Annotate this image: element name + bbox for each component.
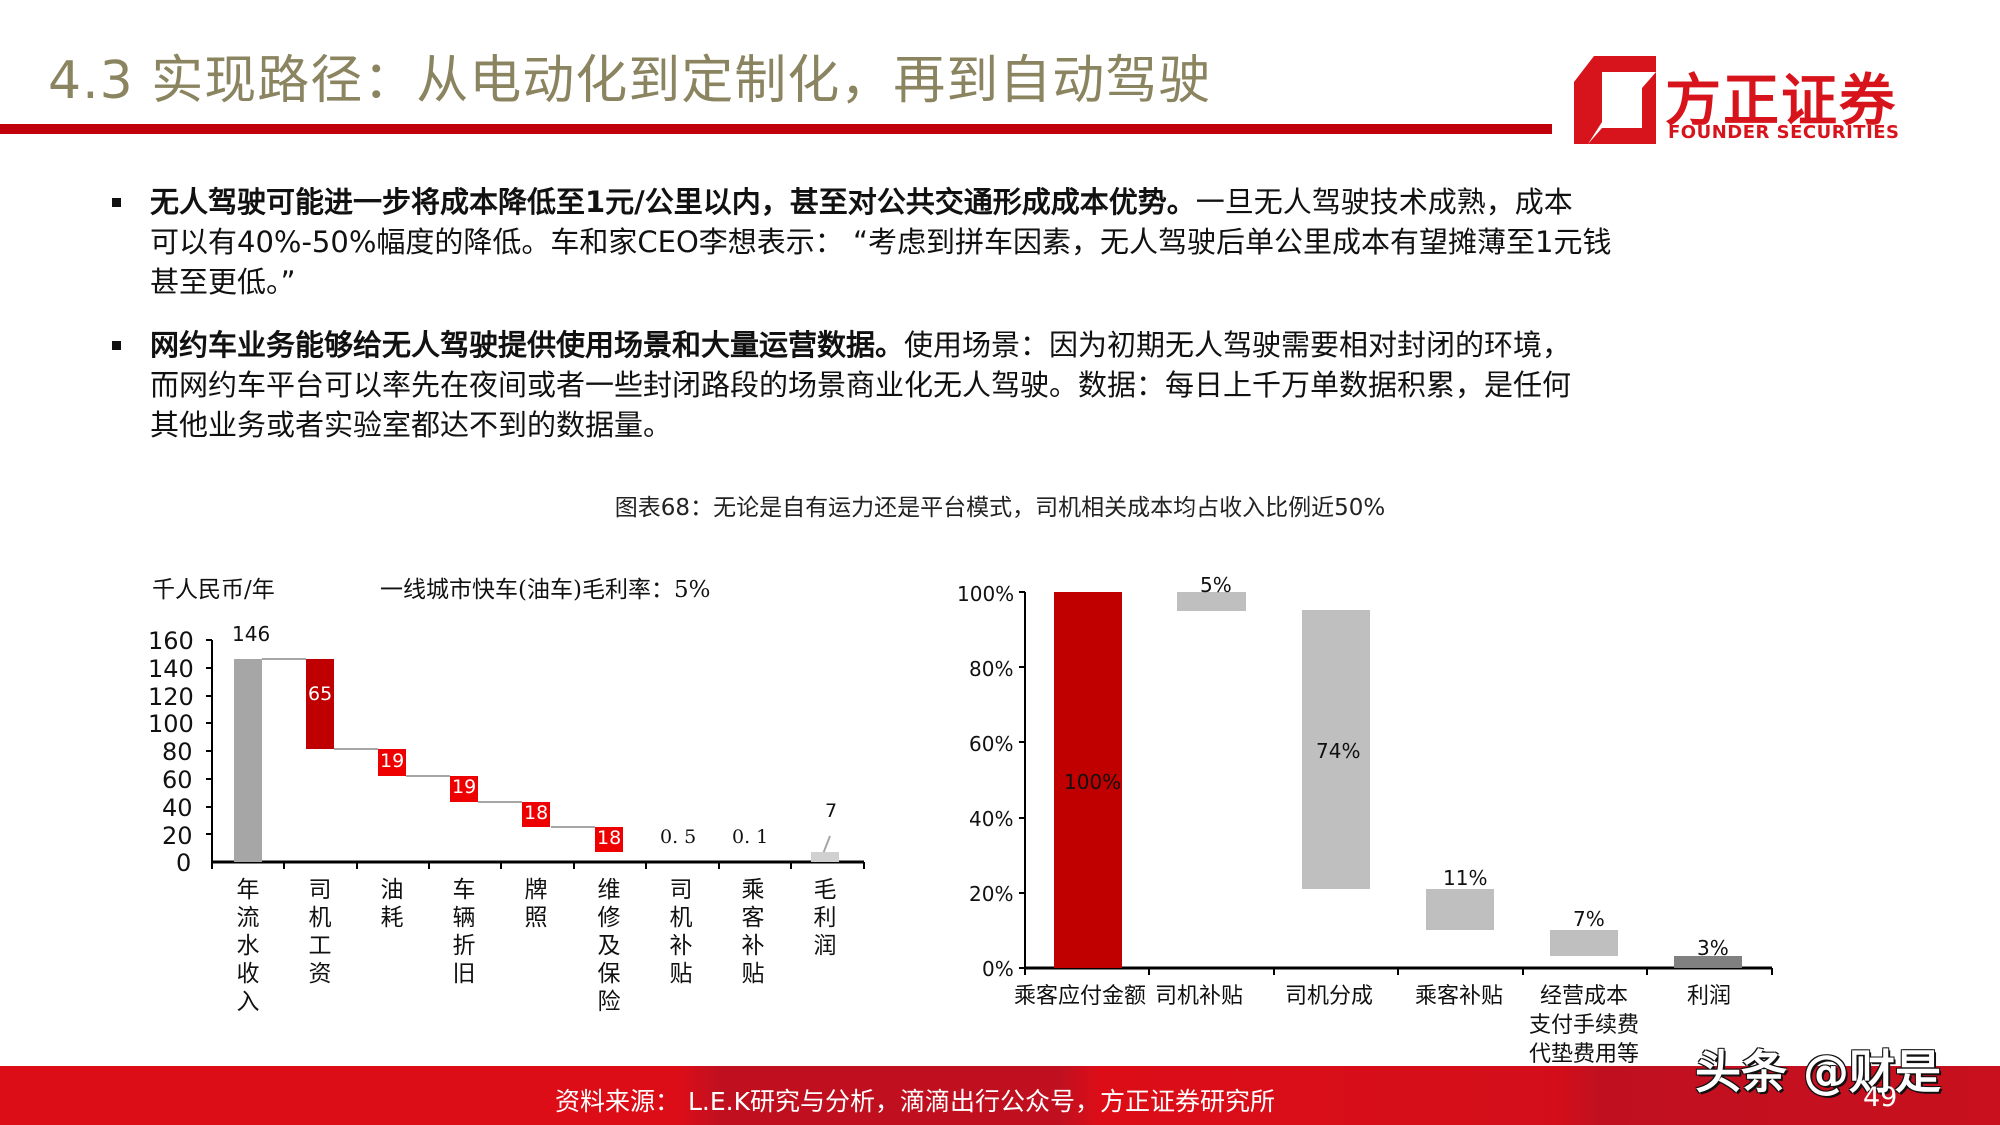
bullet-2-line1: 使用场景：因为初期无人驾驶需要相对封闭的环境， (904, 328, 1572, 362)
x-label-passenger-subsidy: 乘客补贴 (1415, 984, 1504, 1009)
x-label-driver-wage: 司机工资 (308, 877, 332, 987)
x-label-driver-share: 司机分成 (1285, 984, 1374, 1009)
y-tick: 20% (969, 882, 1014, 906)
x-label-driver-subsidy: 司机补贴 (1155, 984, 1244, 1009)
bullet-1-line3: 甚至更低。” (150, 265, 296, 299)
bar-fuel (378, 749, 406, 776)
bullet-square-icon (112, 341, 121, 350)
bar-depreciation (450, 776, 478, 802)
source-note: 资料来源： L.E.K研究与分析，滴滴出行公众号，方正证券研究所 (555, 1087, 1275, 1116)
logo-mark-icon (1574, 56, 1656, 144)
bullet-2-heading: 网约车业务能够给无人驾驶提供使用场景和大量运营数据。 (150, 328, 905, 362)
bullet-2-line3: 其他业务或者实验室都达不到的数据量。 (150, 408, 673, 442)
right-chart-plot (1019, 591, 1773, 975)
logo-chinese-name: 方正证券 (1665, 69, 1897, 134)
x-label-operating-cost-line1: 经营成本 (1540, 984, 1629, 1009)
bar-profit (1674, 956, 1742, 968)
bar-label: 5% (1200, 573, 1232, 597)
bullet-1-line2: 可以有40%-50%幅度的降低。车和家CEO李想表示： “考虑到拼车因素，无人驾… (150, 225, 1612, 259)
y-tick: 80% (969, 657, 1014, 681)
bullet-1: 无人驾驶可能进一步将成本降低至1元/公里以内，甚至对公共交通形成成本优势。一旦无… (112, 182, 1792, 302)
y-tick: 160 (148, 627, 194, 655)
title-underline (0, 124, 1552, 134)
bar-label: 146 (232, 622, 271, 646)
y-tick: 60% (969, 732, 1014, 756)
bar-operating-cost (1550, 930, 1618, 956)
bar-gross-profit (811, 852, 839, 862)
y-tick: 0 (176, 849, 192, 877)
bar-label: 19 (380, 750, 405, 772)
bar-label: 0. 5 (660, 826, 697, 848)
bar-label: 19 (452, 776, 477, 798)
x-label-driver-subsidy: 司机补贴 (669, 877, 693, 987)
left-chart-subtitle: 一线城市快车(油车)毛利率：5% (380, 577, 711, 603)
logo-english-name: FOUNDER SECURITIES (1668, 122, 1900, 143)
bar-driver-subsidy (1177, 592, 1246, 611)
bar-annual-revenue (234, 659, 262, 862)
watermark: 头条 @财是 (1695, 1045, 1942, 1099)
y-tick: 0% (982, 957, 1014, 981)
bar-label: 100% (1064, 770, 1122, 794)
page-title: 4.3 实现路径：从电动化到定制化，再到自动驾驶 (48, 51, 1212, 111)
x-label-profit: 利润 (1687, 984, 1732, 1009)
y-tick: 80 (162, 738, 193, 766)
bar-license (522, 802, 550, 827)
bullet-square-icon (112, 198, 121, 207)
figure-caption: 图表68：无论是自有运力还是平台模式，司机相关成本均占收入比例近50% (614, 495, 1386, 521)
x-label-passenger-subsidy: 乘客补贴 (741, 877, 765, 987)
bar-passenger-payable (1054, 592, 1122, 968)
left-chart-plot (206, 639, 865, 869)
left-chart-unit: 千人民币/年 (152, 577, 275, 603)
y-tick: 120 (148, 683, 194, 711)
x-label-fuel: 油耗 (380, 877, 404, 931)
y-tick: 100 (148, 710, 194, 738)
bar-driver-share (1302, 610, 1370, 889)
footer-bar (0, 1066, 2000, 1125)
x-label-annual-revenue: 年流水收入 (236, 877, 260, 1015)
bullet-1-line1: 一旦无人驾驶技术成熟，成本 (1195, 185, 1573, 219)
y-tick: 40 (162, 794, 193, 822)
bar-label: 74% (1316, 739, 1361, 763)
left-waterfall-chart: 千人民币/年 一线城市快车(油车)毛利率：5% 160 140 120 100 … (0, 0, 1000, 1060)
founder-logo: 方正证券 FOUNDER SECURITIES (1570, 52, 1900, 148)
bar-label: 18 (524, 802, 549, 824)
bar-label: 18 (597, 827, 622, 849)
page-number: 49 (1863, 1082, 1898, 1113)
bullet-2: 网约车业务能够给无人驾驶提供使用场景和大量运营数据。使用场景：因为初期无人驾驶需… (112, 325, 1792, 445)
bullet-1-heading: 无人驾驶可能进一步将成本降低至1元/公里以内，甚至对公共交通形成成本优势。 (150, 185, 1196, 219)
x-label-maintenance: 维修及保险 (597, 877, 621, 1015)
bar-driver-wage (306, 659, 334, 749)
x-label-operating-cost-line2: 支付手续费 (1529, 1013, 1640, 1038)
bar-maintenance (595, 827, 623, 852)
bar-label: 0. 1 (732, 826, 769, 848)
right-waterfall-chart: 100% 80% 60% 40% 20% 0% 100% 5% 74% 11% … (957, 573, 1773, 1067)
bar-label: 7% (1573, 907, 1605, 931)
y-tick: 40% (969, 807, 1014, 831)
y-tick: 100% (957, 582, 1015, 606)
y-tick: 20 (162, 822, 193, 850)
bar-label: 11% (1443, 866, 1488, 890)
y-tick: 60 (162, 766, 193, 794)
x-label-license: 牌照 (524, 877, 548, 931)
bar-label: 7 (825, 800, 838, 822)
bar-passenger-subsidy (1426, 889, 1494, 930)
x-label-operating-cost-line3: 代垫费用等 (1529, 1042, 1640, 1067)
x-label-passenger-payable: 乘客应付金额 (1014, 984, 1147, 1009)
bar-label: 65 (308, 683, 333, 705)
x-label-gross-profit: 毛利润 (813, 877, 837, 959)
bullet-2-line2: 而网约车平台可以率先在夜间或者一些封闭路段的场景商业化无人驾驶。数据：每日上千万… (150, 368, 1572, 402)
bar-label: 3% (1697, 936, 1729, 960)
y-tick: 140 (148, 655, 194, 683)
x-label-depreciation: 车辆折旧 (452, 877, 476, 987)
